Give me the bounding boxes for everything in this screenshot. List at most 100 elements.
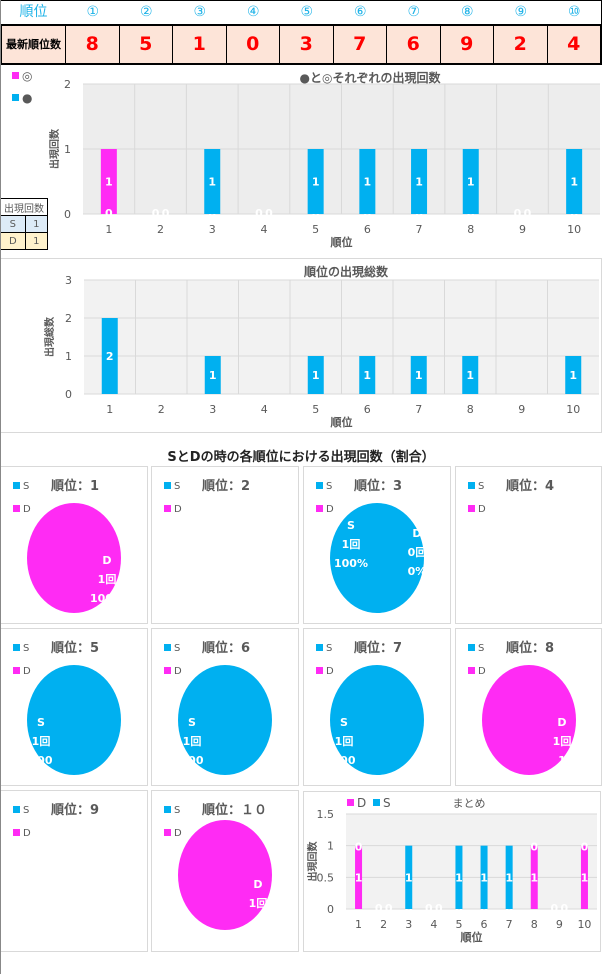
pie-data-label: 0回	[408, 545, 427, 559]
pie-data-label: 1回	[342, 537, 361, 551]
pie-title: 順位：3	[354, 479, 403, 494]
data-label: 1	[405, 871, 413, 884]
bar	[462, 356, 479, 394]
latest-digit: 1	[173, 26, 227, 63]
plot-area	[346, 814, 597, 909]
data-label: 1	[455, 871, 463, 884]
y-axis-label: 出現回数	[306, 841, 319, 882]
legend-s: S	[468, 643, 484, 654]
data-label: 0	[581, 841, 589, 854]
x-tick-label: 10	[566, 403, 580, 416]
y-tick-label: 0	[64, 208, 71, 221]
latest-digit: 9	[441, 26, 494, 63]
legend-d: D	[13, 828, 31, 839]
pie-data-label: 1回	[98, 572, 117, 586]
legend-label: D	[23, 666, 31, 677]
rank-number: ②	[139, 4, 153, 20]
rank-number: ⑦	[407, 4, 421, 20]
rank-number: ①	[86, 4, 100, 20]
data-label: 1	[312, 369, 320, 382]
data-label: 0	[105, 207, 113, 220]
x-tick-label: 6	[364, 223, 371, 236]
y-tick-label: 1	[327, 840, 334, 853]
bar	[307, 149, 324, 214]
pie-data-label: 100	[333, 754, 356, 767]
x-tick-label: 3	[209, 223, 216, 236]
pie-data-label: 1回	[553, 734, 572, 748]
pie-data-label: 0%	[408, 565, 427, 578]
pie-slice	[330, 665, 424, 775]
bar	[480, 845, 488, 909]
pie-data-label: S	[340, 716, 348, 729]
legend-label: S	[23, 805, 30, 816]
y-axis-label: 出現回数	[48, 128, 61, 169]
x-tick-label: 3	[209, 403, 216, 416]
bar	[565, 356, 582, 394]
mini-key: D	[0, 232, 26, 250]
latest-digit: 0	[227, 26, 280, 63]
pie-data-label: 1回	[249, 896, 268, 910]
legend-label: D	[478, 666, 486, 677]
pie-title: 順位：9	[51, 803, 100, 818]
data-label: 0	[385, 902, 393, 915]
pie-data-label: D	[102, 554, 111, 567]
rank-number: ③	[193, 4, 207, 20]
x-tick-label: 9	[518, 403, 525, 416]
x-tick-label: 7	[506, 918, 513, 931]
data-label: 1	[569, 369, 577, 382]
bar	[359, 149, 376, 214]
legend-swatch	[164, 806, 171, 813]
y-tick-label: 1.5	[317, 808, 335, 821]
legend-label: D	[326, 504, 334, 515]
data-label: 1	[581, 871, 589, 884]
x-tick-label: 8	[467, 223, 474, 236]
pie-slice	[178, 820, 272, 930]
bar	[405, 845, 413, 909]
pie-panel: 順位：9 S D	[0, 790, 148, 952]
chart-total: 順位の出現総数 0 1 2 3 1 2 3 4 5 6 7 8 9 10 順位 出現総数 2 1 1 1 1 1 1	[0, 258, 602, 433]
legend-label: D	[326, 666, 334, 677]
pie-panel: 順位：6 S D S 1回 100	[151, 628, 299, 786]
x-tick-label: 4	[260, 223, 267, 236]
legend-swatch	[164, 482, 171, 489]
latest-digit: 7	[334, 26, 387, 63]
data-label: 1	[355, 871, 363, 884]
pie-slice	[27, 665, 121, 775]
x-tick-label: 9	[556, 918, 563, 931]
legend-label: S	[23, 643, 30, 654]
legend-label: D	[174, 828, 182, 839]
pie-section-title: SとDの時の各順位における出現回数（割合）	[167, 450, 435, 465]
latest-digits-row: 最新順位数字8510376924	[0, 24, 602, 88]
legend-d: D	[468, 504, 486, 515]
legend-swatch	[316, 644, 323, 651]
pie-panel: 順位：7 S D S 1回 100	[303, 628, 451, 786]
latest-digit: 6	[387, 26, 441, 63]
legend-d: D	[164, 828, 182, 839]
data-label: 1	[209, 369, 217, 382]
legend-label: ◎	[22, 69, 32, 83]
data-label: 0	[561, 902, 569, 915]
chart-title: 順位の出現総数	[303, 264, 389, 279]
legend-s: S	[164, 805, 180, 816]
y-tick-label: 3	[65, 274, 72, 287]
data-label: 0	[255, 207, 263, 220]
legend-label: S	[23, 481, 30, 492]
pie-panel: 順位：3 S D S 1回 100% D 0回 0%	[303, 466, 451, 624]
pie-data-label: 100%	[334, 557, 368, 570]
bar	[411, 149, 428, 214]
pie-title: 順位：4	[506, 479, 555, 494]
pie-panel: 順位：8 S D D 1回 1	[455, 628, 602, 786]
y-tick-label: 0.5	[317, 871, 335, 884]
legend-swatch	[347, 799, 354, 806]
data-label: 0	[551, 902, 559, 915]
rank-number: ④	[246, 4, 260, 20]
legend-label: S	[174, 643, 181, 654]
bar	[204, 356, 221, 394]
legend-swatch	[164, 829, 171, 836]
data-label: 0	[524, 207, 532, 220]
legend-label: D	[174, 666, 182, 677]
x-tick-label: 10	[577, 918, 591, 931]
data-label: 1	[467, 176, 475, 189]
x-tick-label: 4	[261, 403, 268, 416]
